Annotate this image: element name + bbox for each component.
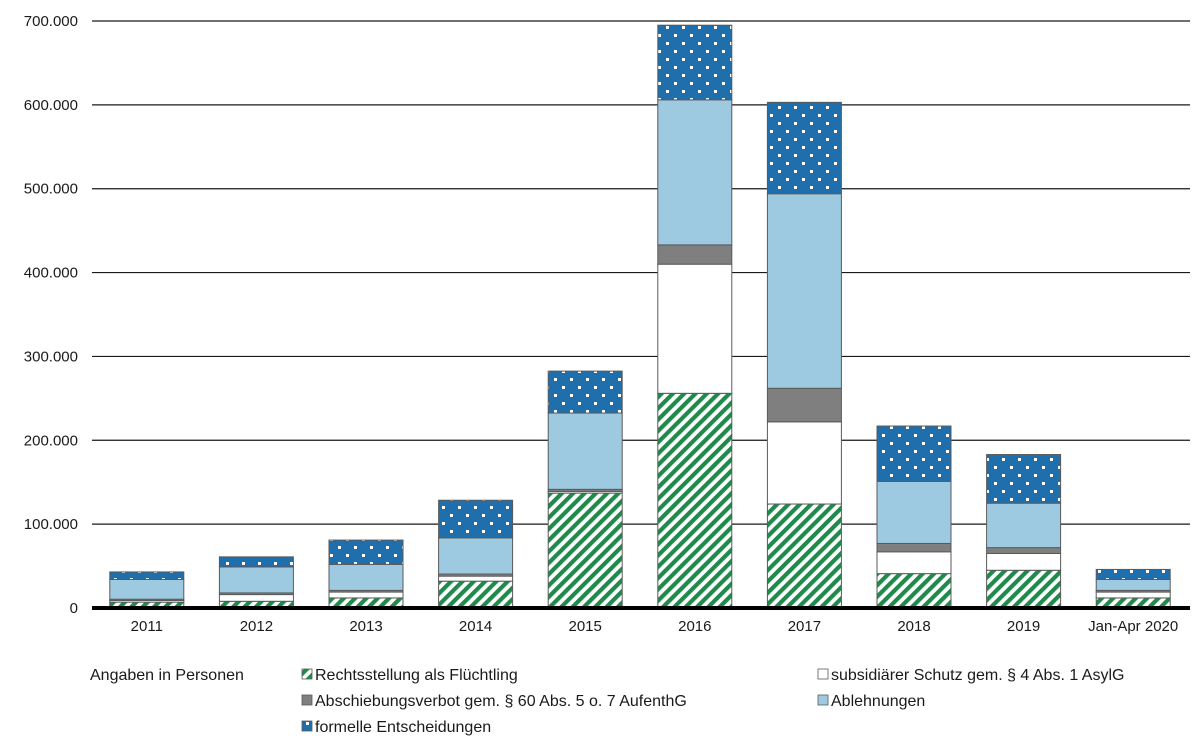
legend-label: Abschiebungsverbot gem. § 60 Abs. 5 o. 7… <box>315 693 687 710</box>
y-tick-label: 200.000 <box>24 432 78 449</box>
y-tick-label: 600.000 <box>24 97 78 114</box>
bar-segment <box>218 566 294 594</box>
y-tick-label: 400.000 <box>24 265 78 282</box>
x-tick-label: Jan-Apr 2020 <box>1088 618 1178 635</box>
bar-segment <box>766 503 842 609</box>
x-tick-label: 2018 <box>897 618 930 635</box>
bar-segment <box>657 244 733 265</box>
legend-label: Rechtsstellung als Flüchtling <box>315 667 518 684</box>
legend-label: formelle Entscheidungen <box>315 719 491 736</box>
y-tick-label: 300.000 <box>24 348 78 365</box>
y-tick-label: 0 <box>70 600 78 617</box>
bar-segment <box>547 412 623 490</box>
legend-swatch <box>301 720 313 732</box>
bar-segment <box>657 392 733 609</box>
bars <box>109 24 1171 609</box>
bar-segment <box>766 421 842 505</box>
bar-segment <box>657 24 733 101</box>
x-tick-label: 2012 <box>240 618 273 635</box>
legend: Angaben in Personen Rechtsstellung als Fl… <box>90 667 1124 736</box>
bar-segment <box>657 99 733 246</box>
bar-segment <box>328 539 404 565</box>
bar-segment <box>876 480 952 544</box>
bar-segment <box>766 101 842 195</box>
bar-segment <box>986 552 1062 571</box>
x-axis-ticks: 2011 2012 2013 2014 2015 2016 2017 2018 2019 Jan-… <box>131 618 1179 635</box>
bar-segment <box>109 571 185 580</box>
x-tick-label: 2016 <box>678 618 711 635</box>
bar-segment <box>218 594 294 602</box>
bar-segment <box>876 542 952 553</box>
bar-segment <box>328 563 404 591</box>
bar-segment <box>1095 578 1171 591</box>
bar-segment <box>438 537 514 575</box>
legend-note: Angaben in Personen <box>90 667 244 684</box>
x-tick-label: 2015 <box>569 618 602 635</box>
bar-segment <box>1095 591 1171 599</box>
legend-label: Ablehnungen <box>831 693 925 710</box>
legend-swatch <box>301 668 313 680</box>
y-tick-label: 500.000 <box>24 181 78 198</box>
bar-segment <box>766 387 842 423</box>
bar-segment <box>438 499 514 539</box>
x-tick-label: 2017 <box>788 618 821 635</box>
bar-segment <box>218 556 294 568</box>
y-tick-label: 100.000 <box>24 516 78 533</box>
bar-segment <box>876 425 952 482</box>
x-tick-label: 2011 <box>131 618 163 635</box>
y-axis-ticks: 0 100.000 200.000 300.000 400.000 500.000 600.… <box>24 13 78 617</box>
y-tick-label: 700.000 <box>24 13 78 30</box>
legend-swatch <box>301 694 313 706</box>
bar-segment <box>657 263 733 394</box>
bar-segment <box>438 575 514 582</box>
x-tick-label: 2014 <box>459 618 492 635</box>
bar-segment <box>1095 568 1171 580</box>
bar-segment <box>547 492 623 609</box>
bar-segment <box>986 547 1062 554</box>
bar-segment <box>438 580 514 609</box>
bar-segment <box>876 551 952 575</box>
legend-swatch <box>817 694 829 706</box>
bar-segment <box>328 591 404 599</box>
bar-segment <box>766 193 842 389</box>
x-tick-label: 2019 <box>1007 618 1040 635</box>
bar-segment <box>986 454 1062 504</box>
bar-segment <box>109 578 185 600</box>
bar-segment <box>986 502 1062 549</box>
bar-segment <box>547 370 623 414</box>
legend-label: subsidiärer Schutz gem. § 4 Abs. 1 AsylG <box>831 667 1124 684</box>
bar-segment <box>986 569 1062 609</box>
x-tick-label: 2013 <box>349 618 382 635</box>
gridlines <box>92 20 1190 525</box>
bar-segment <box>876 573 952 609</box>
legend-swatch <box>817 668 829 680</box>
